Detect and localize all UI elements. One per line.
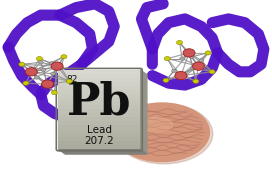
Bar bbox=[58, 129, 140, 133]
Circle shape bbox=[193, 79, 199, 83]
Ellipse shape bbox=[114, 103, 209, 162]
Circle shape bbox=[51, 62, 63, 70]
Circle shape bbox=[172, 69, 177, 73]
Circle shape bbox=[23, 81, 29, 85]
Circle shape bbox=[36, 57, 42, 61]
Circle shape bbox=[175, 71, 187, 80]
Circle shape bbox=[49, 62, 54, 65]
Polygon shape bbox=[58, 149, 147, 154]
Circle shape bbox=[51, 72, 55, 75]
Bar bbox=[58, 125, 140, 129]
Circle shape bbox=[180, 57, 185, 60]
Circle shape bbox=[191, 66, 196, 70]
Circle shape bbox=[164, 57, 170, 61]
Bar bbox=[58, 137, 140, 141]
Bar bbox=[58, 105, 140, 110]
Circle shape bbox=[209, 70, 215, 74]
Bar bbox=[58, 113, 140, 118]
Circle shape bbox=[27, 69, 33, 73]
Text: Pb: Pb bbox=[67, 80, 132, 123]
Circle shape bbox=[25, 68, 37, 76]
Bar bbox=[58, 78, 140, 82]
Circle shape bbox=[34, 76, 39, 79]
Ellipse shape bbox=[135, 117, 173, 132]
Bar bbox=[58, 133, 140, 137]
Text: 82: 82 bbox=[67, 75, 78, 84]
Circle shape bbox=[183, 49, 195, 57]
Circle shape bbox=[61, 55, 67, 59]
Circle shape bbox=[189, 55, 194, 58]
Circle shape bbox=[193, 62, 205, 70]
Ellipse shape bbox=[115, 104, 213, 164]
Bar bbox=[58, 74, 140, 78]
Circle shape bbox=[176, 72, 182, 77]
Text: Lead: Lead bbox=[87, 125, 112, 135]
Circle shape bbox=[51, 91, 57, 95]
Bar bbox=[58, 121, 140, 125]
Bar bbox=[58, 70, 140, 74]
Circle shape bbox=[19, 62, 25, 66]
Polygon shape bbox=[140, 70, 147, 154]
Bar bbox=[58, 98, 140, 102]
Bar bbox=[58, 90, 140, 94]
Text: 207.2: 207.2 bbox=[84, 136, 114, 146]
Bar bbox=[58, 145, 140, 149]
Bar bbox=[58, 101, 140, 106]
Bar bbox=[58, 141, 140, 145]
Bar bbox=[58, 109, 140, 114]
Circle shape bbox=[38, 61, 43, 64]
Circle shape bbox=[205, 51, 211, 55]
Bar bbox=[58, 82, 140, 86]
Bar bbox=[58, 94, 140, 98]
Circle shape bbox=[177, 40, 183, 45]
Bar bbox=[58, 117, 140, 122]
Circle shape bbox=[163, 78, 169, 82]
Circle shape bbox=[43, 81, 49, 85]
Circle shape bbox=[59, 66, 64, 70]
Circle shape bbox=[52, 63, 58, 67]
Bar bbox=[58, 86, 140, 90]
Circle shape bbox=[42, 80, 54, 88]
Circle shape bbox=[194, 63, 200, 67]
Circle shape bbox=[66, 79, 72, 83]
Circle shape bbox=[41, 68, 46, 72]
Circle shape bbox=[183, 74, 187, 77]
Circle shape bbox=[184, 50, 190, 54]
Circle shape bbox=[199, 59, 204, 62]
